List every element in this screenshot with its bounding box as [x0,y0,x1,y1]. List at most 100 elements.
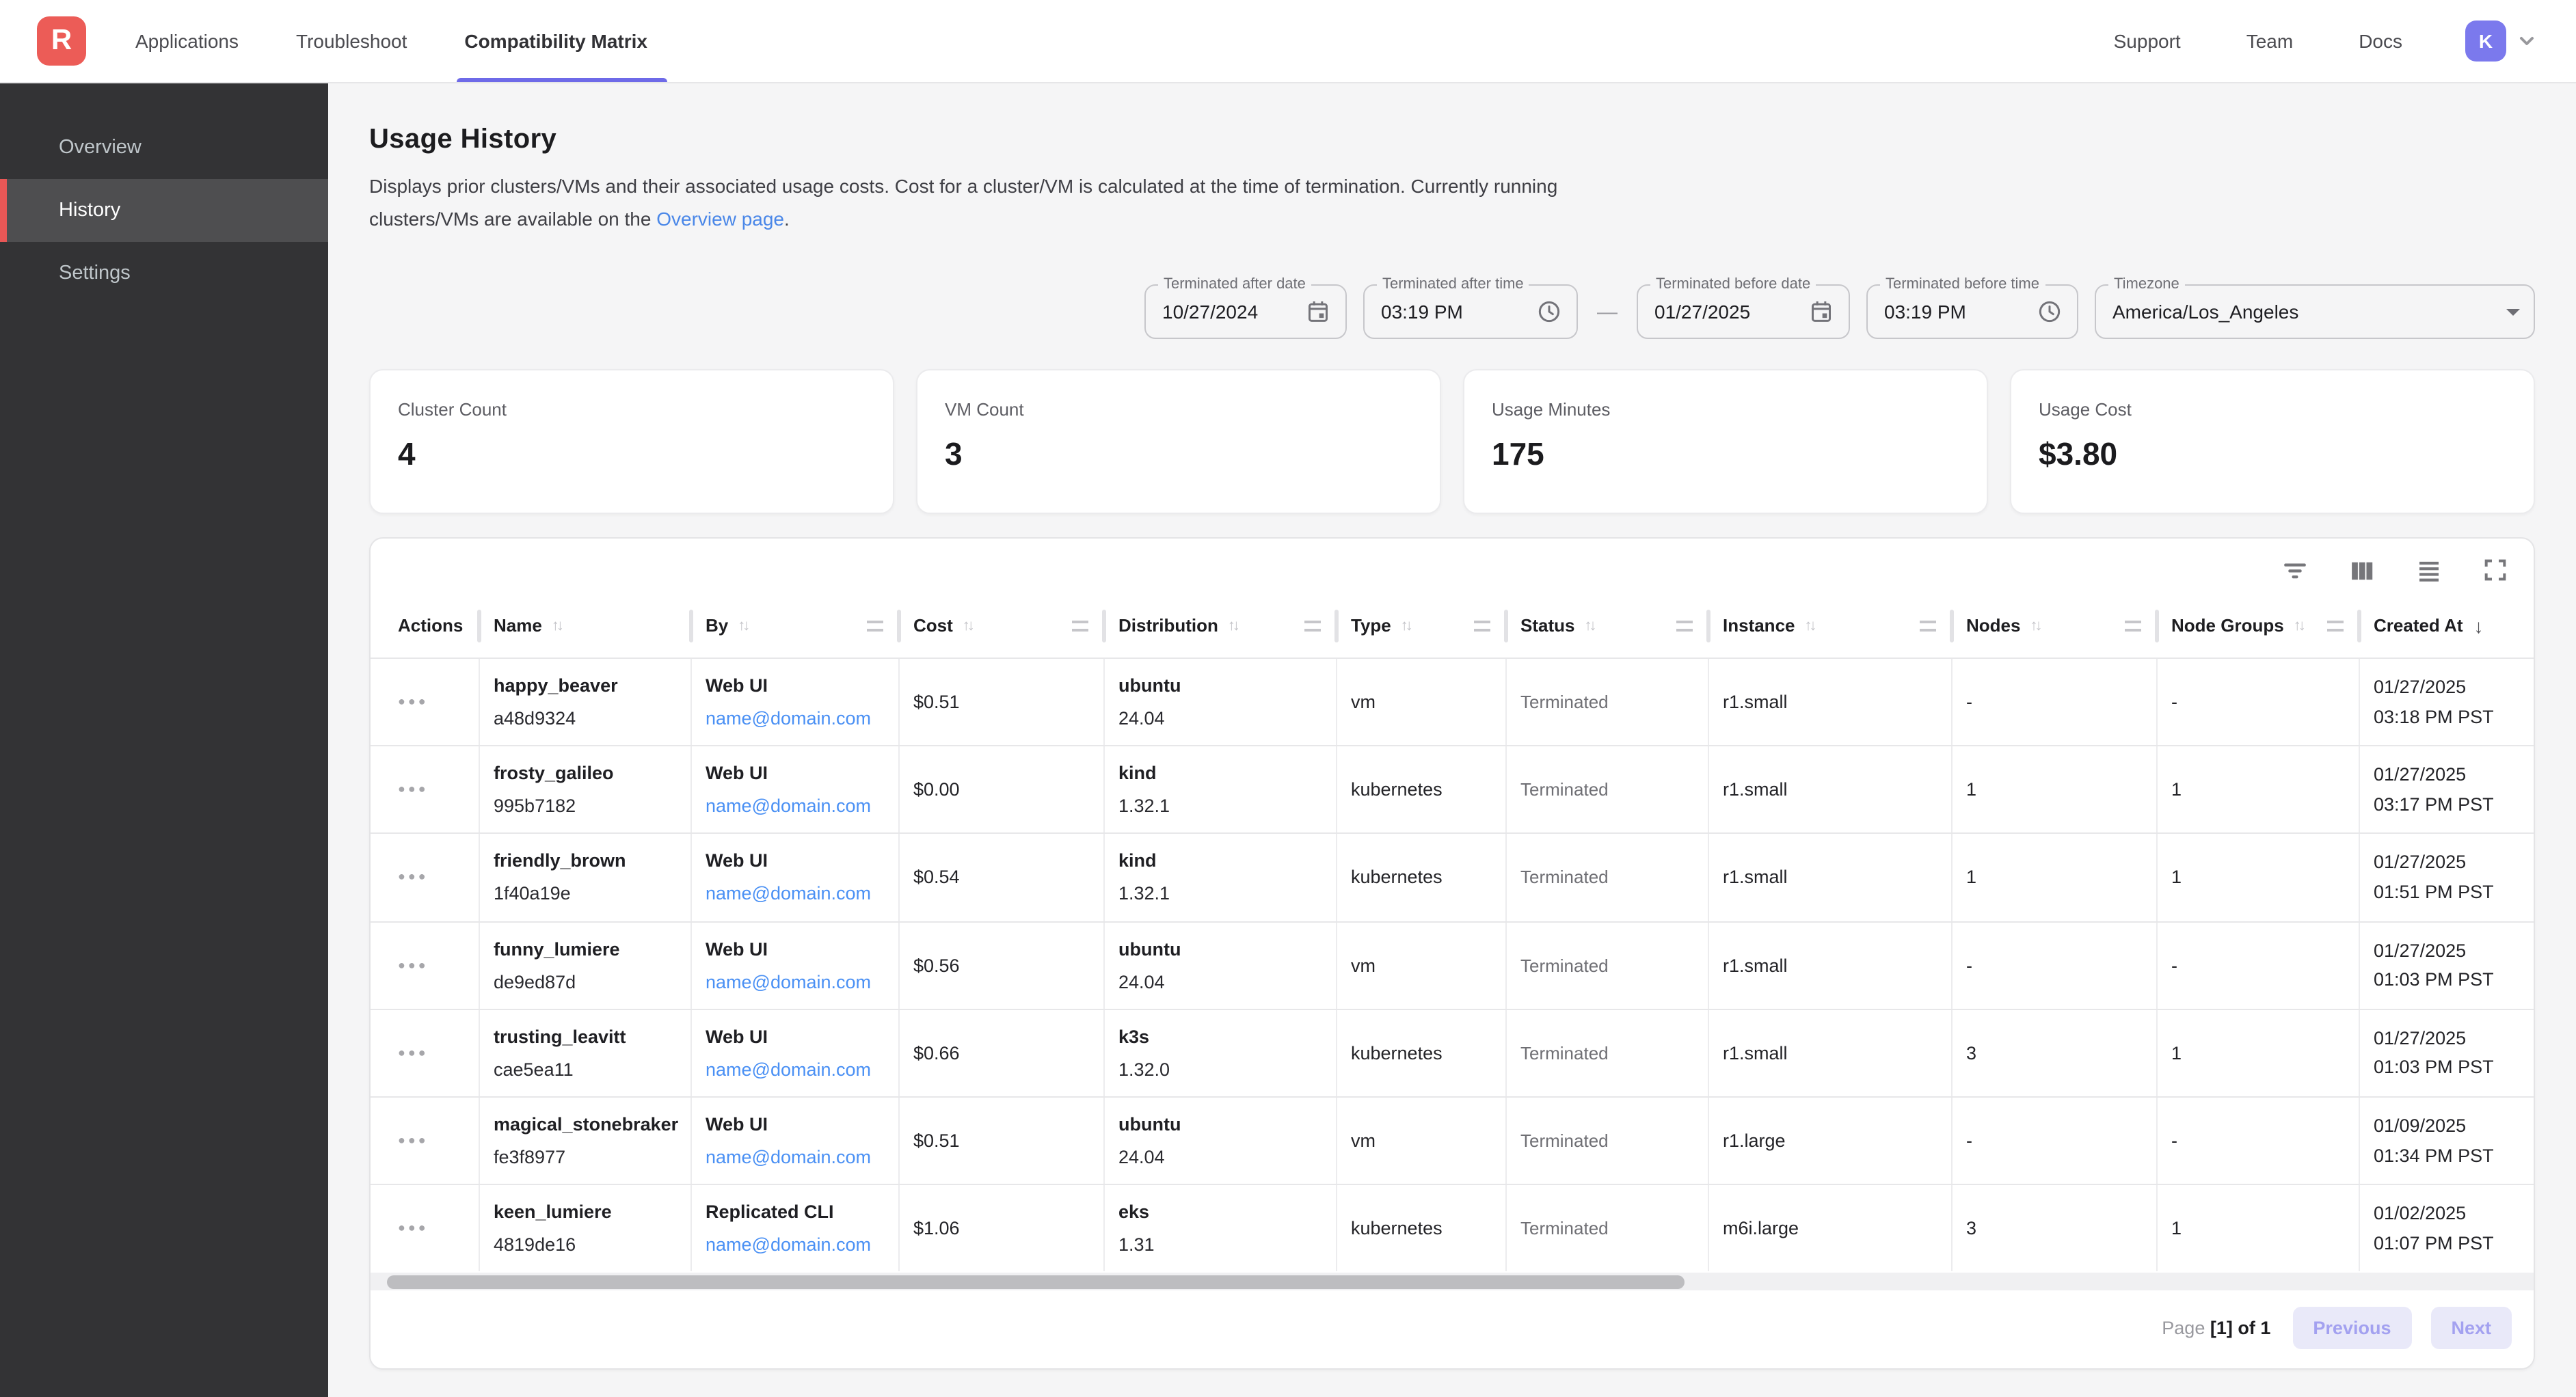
by-cell: Web UI name@domain.com [692,1009,900,1096]
email-link[interactable]: name@domain.com [706,1234,872,1256]
type-cell: kubernetes [1337,1185,1507,1272]
terminated-before-time-field[interactable]: Terminated before time 03:19 PM [1866,276,2078,339]
row-actions-button[interactable]: ●●● [398,869,429,884]
row-actions-button[interactable]: ●●● [398,1221,429,1235]
row-actions-button[interactable]: ●●● [398,782,429,796]
column-header-created-at[interactable]: Created At ↓ [2374,614,2484,636]
page-indicator: Page [1] of 1 [2162,1318,2271,1339]
terminated-after-time-field[interactable]: Terminated after time 03:19 PM [1363,276,1578,339]
terminated-after-date-value[interactable]: 10/27/2024 [1162,301,1259,323]
node-groups-cell: 1 [2158,834,2360,921]
nodes-cell: - [1953,659,2158,746]
avatar[interactable]: K [2465,21,2506,62]
email-link[interactable]: name@domain.com [706,971,872,992]
next-page-button[interactable]: Next [2430,1307,2512,1350]
column-header-actions: Actions [371,593,480,657]
density-icon[interactable] [2415,556,2443,584]
email-link[interactable]: name@domain.com [706,883,872,904]
nav-item-team[interactable]: Team [2246,30,2294,52]
nav-item-docs[interactable]: Docs [2359,30,2402,52]
terminated-before-date-value[interactable]: 01/27/2025 [1654,301,1751,323]
description-line-2: clusters/VMs are available on the Overvi… [369,208,790,230]
nodes-cell: 1 [1953,746,2158,833]
status-cell: Terminated [1507,746,1709,833]
column-menu-icon[interactable] [1474,620,1490,631]
column-header-by[interactable]: By ↑↓ [692,593,900,657]
nav-item-applications[interactable]: Applications [135,30,239,52]
previous-page-button[interactable]: Previous [2292,1307,2412,1350]
name-cell: friendly_brown 1f40a19e [480,834,692,921]
sort-icon[interactable]: ↑↓ [1400,617,1413,634]
column-header-distribution[interactable]: Distribution ↑↓ [1105,593,1337,657]
sort-icon[interactable]: ↑↓ [1804,617,1817,634]
email-link[interactable]: name@domain.com [706,708,872,729]
column-menu-icon[interactable] [1304,620,1321,631]
fullscreen-icon[interactable] [2482,556,2509,584]
sort-icon[interactable]: ↑↓ [2030,617,2042,634]
row-actions-button[interactable]: ●●● [398,1133,429,1148]
terminated-before-date-field[interactable]: Terminated before date 01/27/2025 [1637,276,1850,339]
sort-icon[interactable]: ↑↓ [962,617,975,634]
sort-icon[interactable]: ↑↓ [1584,617,1596,634]
replicated-logo[interactable]: R [37,16,86,66]
created-at-cell: 01/27/2025 01:03 PM PST [2374,1027,2494,1078]
status-badge: Terminated [1520,779,1609,800]
sidebar-item-overview[interactable]: Overview [59,137,142,159]
horizontal-scrollbar-thumb[interactable] [387,1275,1685,1289]
calendar-icon[interactable] [1293,298,1332,325]
sort-icon[interactable]: ↑↓ [2293,617,2306,634]
dropdown-arrow-icon[interactable] [2506,308,2520,315]
overview-page-link[interactable]: Overview page [656,208,784,230]
row-actions-button[interactable]: ●●● [398,1045,429,1059]
node-groups-cell: - [2158,1097,2360,1184]
nav-item-troubleshoot[interactable]: Troubleshoot [296,30,407,52]
column-menu-icon[interactable] [2125,620,2141,631]
column-header-type[interactable]: Type ↑↓ [1337,593,1507,657]
calendar-icon[interactable] [1797,298,1835,325]
node-groups-cell: - [2158,659,2360,746]
column-menu-icon[interactable] [1676,620,1693,631]
sorted-desc-icon[interactable]: ↓ [2473,614,2484,636]
email-link[interactable]: name@domain.com [706,796,872,817]
terminated-after-time-value[interactable]: 03:19 PM [1381,301,1463,323]
clock-icon[interactable] [1525,298,1563,325]
sidebar-item-history[interactable]: History [0,179,328,242]
filter-icon[interactable] [2281,556,2309,584]
column-header-node-groups[interactable]: Node Groups ↑↓ [2158,593,2360,657]
actions-cell: ●●● [371,1097,480,1184]
column-header-cost[interactable]: Cost ↑↓ [900,593,1105,657]
sort-icon[interactable]: ↑↓ [1227,617,1240,634]
email-link[interactable]: name@domain.com [706,1147,872,1168]
column-header-name[interactable]: Name ↑↓ [480,593,692,657]
sort-icon[interactable]: ↑↓ [738,617,750,634]
row-actions-button[interactable]: ●●● [398,694,429,709]
distribution-cell: k3s 1.32.0 [1105,1009,1337,1096]
column-menu-icon[interactable] [1920,620,1936,631]
by-cell: Web UI name@domain.com [692,834,900,921]
nav-item-compatibility-matrix[interactable]: Compatibility Matrix [456,0,667,82]
column-header-nodes[interactable]: Nodes ↑↓ [1953,593,2158,657]
email-link[interactable]: name@domain.com [706,1059,872,1080]
cost-cell: $0.66 [900,1009,1105,1096]
nav-item-support[interactable]: Support [2113,30,2181,52]
column-menu-icon[interactable] [867,620,883,631]
timezone-value[interactable]: America/Los_Angeles [2112,301,2299,323]
row-actions-button[interactable]: ●●● [398,958,429,972]
timezone-select[interactable]: Timezone America/Los_Angeles [2095,276,2535,339]
horizontal-scrollbar-track[interactable] [371,1273,2534,1291]
instance-cell: r1.large [1709,1097,1953,1184]
user-menu-button[interactable]: K [2465,21,2538,62]
terminated-before-time-value[interactable]: 03:19 PM [1884,301,1966,323]
distribution-cell: ubuntu 24.04 [1105,922,1337,1009]
clock-icon[interactable] [2025,298,2063,325]
column-header-instance[interactable]: Instance ↑↓ [1709,593,1953,657]
node-groups-cell: 1 [2158,1185,2360,1272]
terminated-after-date-field[interactable]: Terminated after date 10/27/2024 [1144,276,1347,339]
sort-icon[interactable]: ↑↓ [551,617,564,634]
by-cell: Web UI name@domain.com [692,922,900,1009]
column-menu-icon[interactable] [1072,620,1088,631]
columns-icon[interactable] [2348,556,2376,584]
column-header-status[interactable]: Status ↑↓ [1507,593,1709,657]
column-menu-icon[interactable] [2327,620,2344,631]
sidebar-item-settings[interactable]: Settings [59,262,131,284]
